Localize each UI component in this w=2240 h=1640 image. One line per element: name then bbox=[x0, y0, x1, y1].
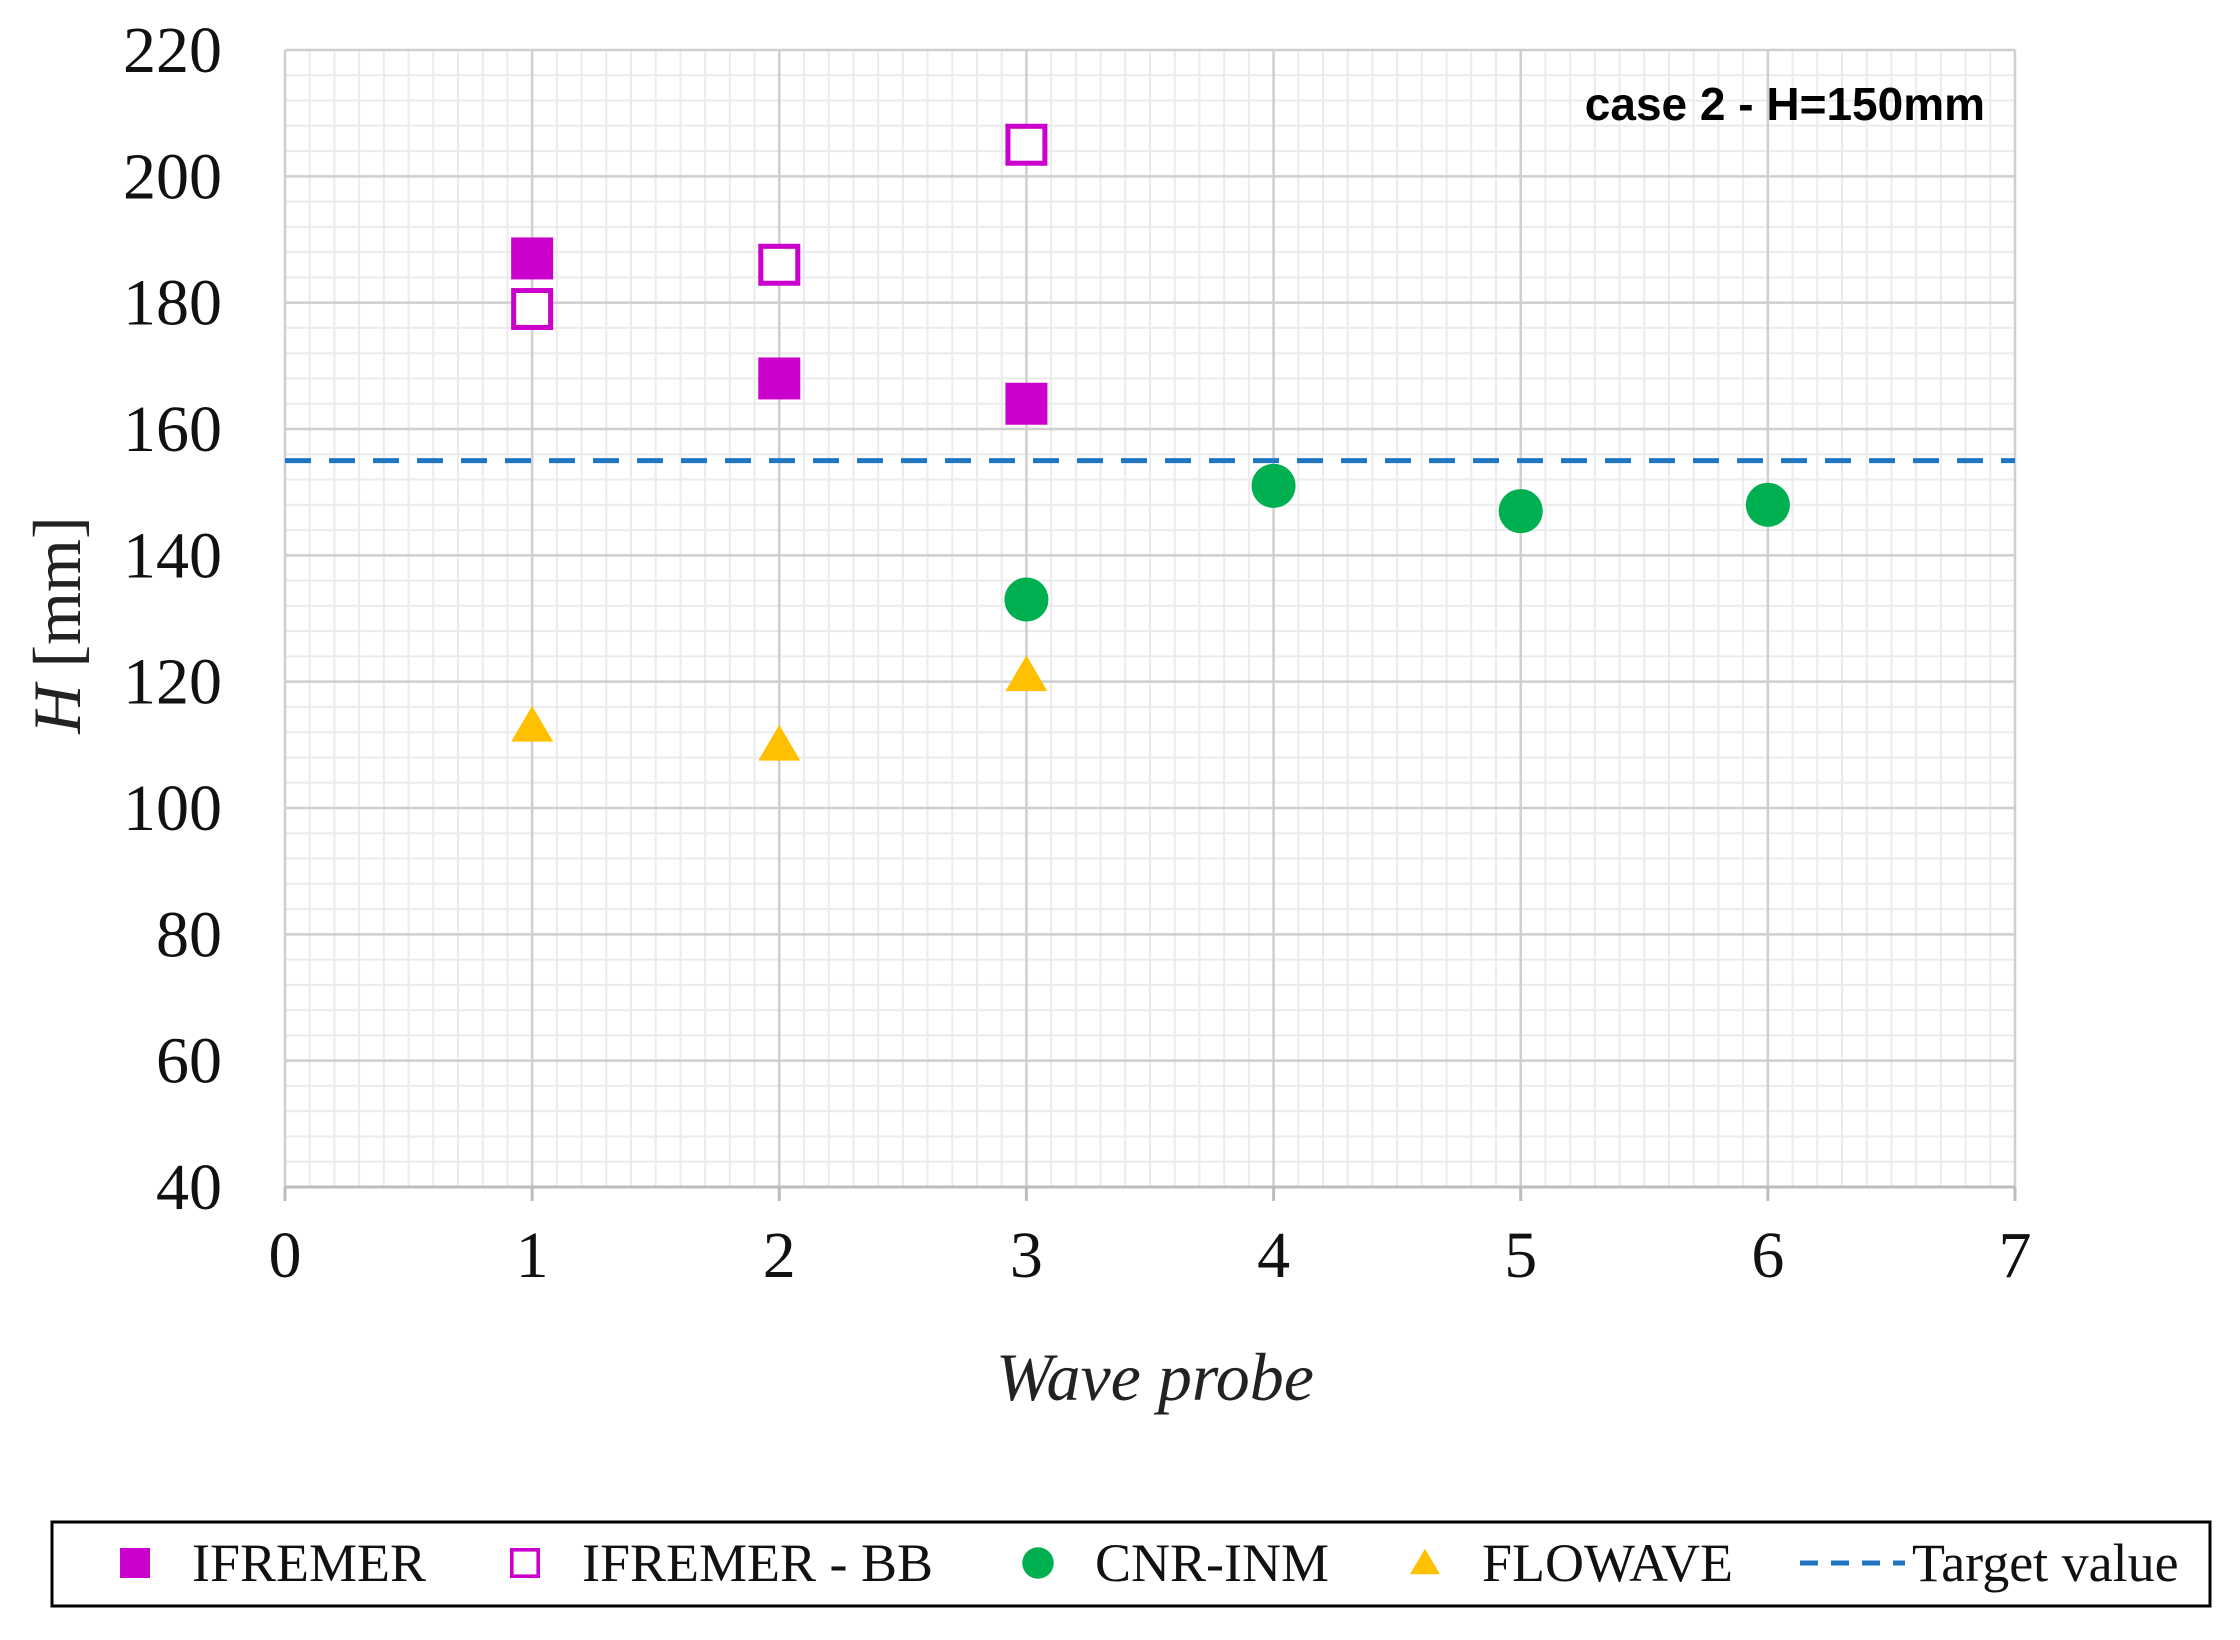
legend-label-ifremer-bb: IFREMER - BB bbox=[582, 1533, 933, 1593]
ifremer-bb-point bbox=[1005, 123, 1048, 166]
ifremer-point bbox=[511, 237, 554, 280]
cnr-inm-point bbox=[1004, 577, 1049, 622]
y-tick-label: 40 bbox=[156, 1151, 222, 1224]
y-axis-title: H [mm] bbox=[19, 516, 95, 734]
x-tick-label: 5 bbox=[1504, 1219, 1537, 1292]
x-tick-label: 1 bbox=[516, 1219, 549, 1292]
y-tick-label: 120 bbox=[123, 646, 222, 719]
x-tick-label: 7 bbox=[1999, 1219, 2032, 1292]
legend-symbol-ifremer bbox=[120, 1548, 150, 1578]
case-annotation: case 2 - H=150mm bbox=[1585, 78, 1985, 130]
ifremer-point bbox=[1005, 382, 1048, 425]
legend-label-ifremer: IFREMER bbox=[192, 1533, 426, 1593]
y-tick-label: 200 bbox=[123, 140, 222, 213]
y-tick-label: 180 bbox=[123, 267, 222, 340]
x-tick-label: 3 bbox=[1010, 1219, 1043, 1292]
cnr-inm-point bbox=[1745, 482, 1790, 527]
legend: IFREMER IFREMER - BB CNR-INM FLOWAVE Target … bbox=[50, 1520, 2212, 1608]
legend-box bbox=[50, 1520, 2212, 1608]
y-tick-labels: 40 60 80 100 120 140 160 180 200 220 bbox=[123, 14, 222, 1224]
y-axis-symbol: H bbox=[19, 681, 95, 735]
x-tick-label: 6 bbox=[1751, 1219, 1784, 1292]
x-tick-label: 2 bbox=[763, 1219, 796, 1292]
x-tick-labels: 0 1 2 3 4 5 6 7 bbox=[269, 1219, 2032, 1292]
legend-symbol-ifremer-bb bbox=[509, 1548, 540, 1579]
x-axis bbox=[283, 1185, 2017, 1201]
y-tick-label: 60 bbox=[156, 1025, 222, 1098]
x-axis-title: Wave probe bbox=[996, 1339, 1314, 1415]
x-tick-label: 4 bbox=[1257, 1219, 1290, 1292]
data-points bbox=[511, 123, 1790, 761]
y-tick-label: 100 bbox=[123, 772, 222, 845]
legend-label-flowave: FLOWAVE bbox=[1482, 1533, 1733, 1593]
y-axis-unit: [mm] bbox=[19, 516, 95, 684]
y-tick-label: 140 bbox=[123, 519, 222, 592]
legend-label-cnr-inm: CNR-INM bbox=[1095, 1533, 1329, 1593]
cnr-inm-point bbox=[1251, 463, 1296, 508]
x-tick-label: 0 bbox=[269, 1219, 302, 1292]
legend-label-target-value: Target value bbox=[1912, 1533, 2179, 1593]
ifremer-point bbox=[758, 357, 801, 400]
legend-symbol-cnr-inm bbox=[1022, 1547, 1054, 1579]
ifremer-bb-point bbox=[758, 243, 801, 286]
ifremer-bb-point bbox=[511, 287, 554, 330]
legend-symbol-flowave bbox=[1410, 1548, 1440, 1575]
y-tick-label: 80 bbox=[156, 898, 222, 971]
flowave-point bbox=[511, 705, 554, 742]
y-tick-label: 220 bbox=[123, 14, 222, 87]
y-tick-label: 160 bbox=[123, 393, 222, 466]
grid-lines bbox=[283, 48, 2017, 1189]
flowave-point bbox=[758, 724, 801, 761]
flowave-point bbox=[1005, 655, 1048, 692]
cnr-inm-point bbox=[1498, 489, 1543, 534]
